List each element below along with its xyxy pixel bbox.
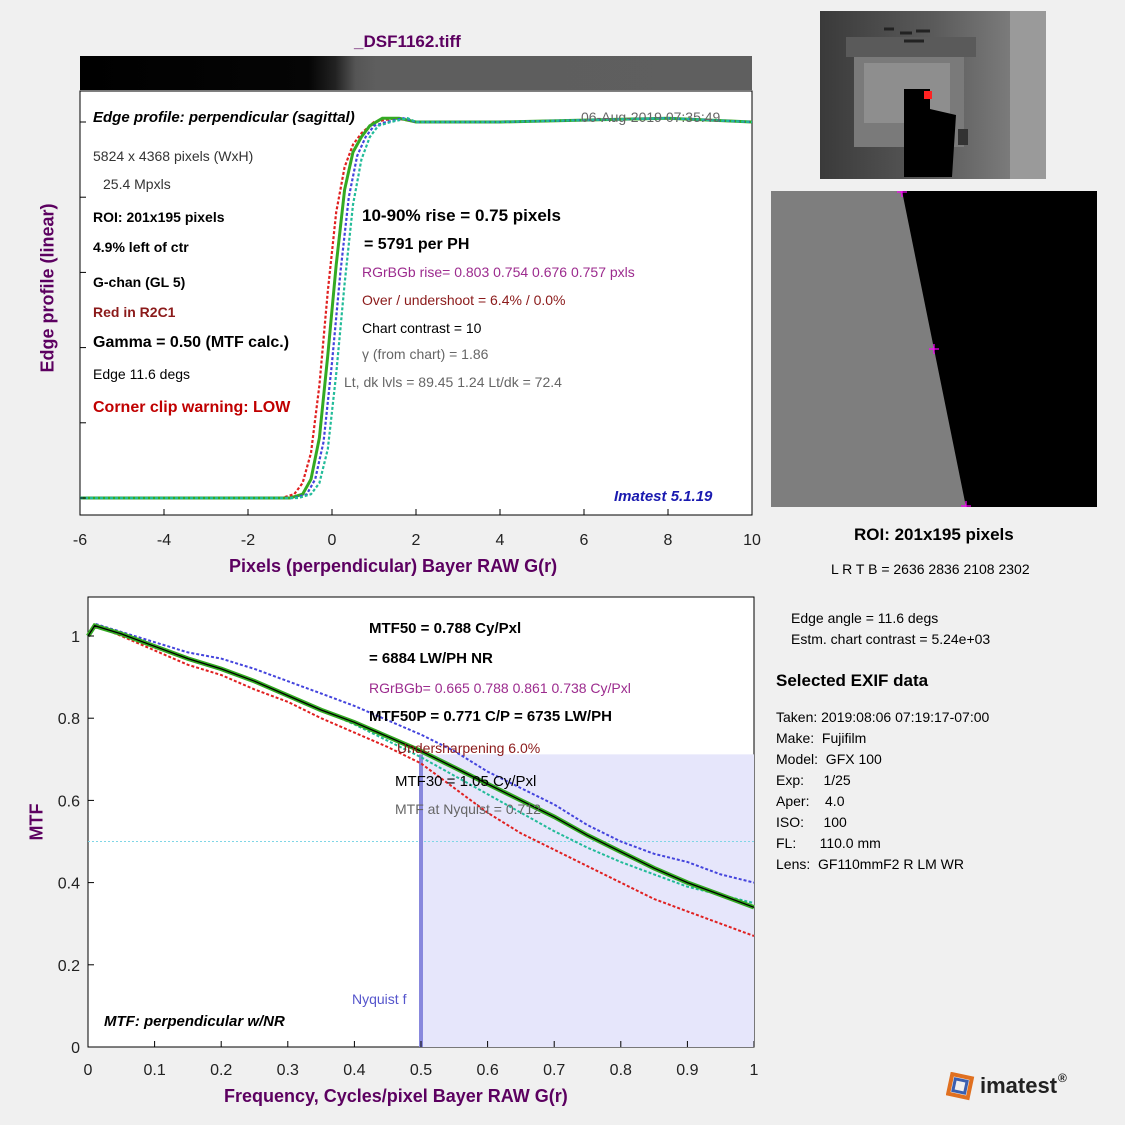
exif-taken: Taken: 2019:08:06 07:19:17-07:00 [776, 709, 990, 725]
edge-heading: Edge profile: perpendicular (sagittal) [93, 109, 355, 126]
light-dark-levels: Lt, dk lvls = 89.45 1.24 Lt/dk = 72.4 [344, 374, 562, 390]
imatest-version: Imatest 5.1.19 [614, 488, 713, 505]
mtf-at-nyquist: MTF at Nyquist = 0.712 [395, 801, 541, 817]
edge-x-tick-label: 10 [743, 532, 761, 549]
edge-x-tick-label: 6 [580, 532, 589, 549]
mtf50p-value: MTF50P = 0.771 C/P = 6735 LW/PH [369, 708, 612, 725]
mtf-y-tick-label: 0 [71, 1040, 80, 1057]
rise-per-ph: = 5791 per PH [364, 236, 470, 253]
edge-date: 06-Aug-2019 07:35:49 [581, 109, 721, 125]
edge-x-tick-label: -4 [157, 532, 171, 549]
mtf-series-red [87, 626, 755, 937]
edge-x-tick-label: -2 [241, 532, 255, 549]
edge-roi: ROI: 201x195 pixels [93, 209, 225, 225]
exif-model: Model: GFX 100 [776, 751, 882, 767]
edge-gamma: Gamma = 0.50 (MTF calc.) [93, 334, 290, 351]
mtf50-lwph: = 6884 LW/PH NR [369, 650, 493, 667]
exif-make: Make: Fujifilm [776, 730, 867, 746]
nyquist-label: Nyquist f [352, 991, 407, 1007]
exif-iso: ISO: 100 [776, 814, 847, 830]
roi-image [771, 191, 1097, 507]
mtf-x-axis-label: Frequency, Cycles/pixel Bayer RAW G(r) [224, 1086, 568, 1106]
edge-size: 5824 x 4368 pixels (WxH) [93, 148, 254, 164]
exif-focal-length: FL: 110.0 mm [776, 835, 881, 851]
chart-contrast: Chart contrast = 10 [362, 320, 482, 336]
mtf-x-tick-label: 1 [750, 1062, 759, 1079]
mtf-series-teal [87, 624, 755, 905]
edge-series-teal [80, 117, 753, 500]
edge-position: 4.9% left of ctr [93, 239, 189, 255]
imatest-logo-icon [946, 1072, 975, 1101]
rise-value: 10-90% rise = 0.75 pixels [362, 206, 561, 225]
exif-aperture: Aper: 4.0 [776, 793, 845, 809]
roi-title: ROI: 201x195 pixels [854, 525, 1014, 544]
file-title: _DSF1162.tiff [354, 32, 461, 51]
mtf30-value: MTF30 = 1.05 Cy/Pxl [395, 773, 537, 790]
mtf-x-tick-label: 0.7 [543, 1062, 565, 1079]
edge-profile-chart: -6 -4 -2 0 2 4 6 8 10 [73, 90, 761, 549]
mtf-x-tick-label: 0.6 [476, 1062, 498, 1079]
mtf-x-tick-label: 0 [84, 1062, 93, 1079]
edge-x-axis-label: Pixels (perpendicular) Bayer RAW G(r) [229, 556, 558, 576]
rgrbgb-rise: RGrBGb rise= 0.803 0.754 0.676 0.757 pxl… [362, 264, 635, 280]
edge-x-tick-label: 2 [412, 532, 421, 549]
edge-series-red [80, 117, 753, 500]
edge-angle-info: Edge angle = 11.6 degs [791, 610, 939, 626]
mtf-x-tick-label: 0.2 [210, 1062, 232, 1079]
edge-gradient-strip [80, 56, 752, 90]
exif-exposure: Exp: 1/25 [776, 772, 851, 788]
edge-red-pos: Red in R2C1 [93, 304, 176, 320]
mtf50-value: MTF50 = 0.788 Cy/Pxl [369, 620, 522, 637]
mtf-x-tick-label: 0.3 [277, 1062, 299, 1079]
undersharpening: Undersharpening 6.0% [397, 740, 541, 756]
edge-x-tick-label: 8 [664, 532, 673, 549]
mtf-series-black [87, 624, 755, 908]
mtf-heading: MTF: perpendicular w/NR [104, 1013, 285, 1030]
over-undershoot: Over / undershoot = 6.4% / 0.0% [362, 292, 566, 308]
edge-angle: Edge 11.6 degs [93, 366, 191, 382]
edge-x-tick-label: -6 [73, 532, 87, 549]
logo-text: imatest [980, 1073, 1058, 1098]
mtf-x-tick-label: 0.4 [343, 1062, 365, 1079]
logo-registered-mark: ® [1058, 1071, 1067, 1085]
edge-plot-area [79, 90, 753, 516]
mtf-series-blue [87, 622, 755, 884]
scene-thumbnail [820, 11, 1046, 179]
mtf-y-axis-label: MTF [26, 803, 47, 841]
mtf-x-tick-label: 0.9 [676, 1062, 698, 1079]
mtf-y-tick-label: 0.2 [58, 958, 80, 975]
chart-contrast-estimate: Estm. chart contrast = 5.24e+03 [791, 631, 991, 647]
mtf-rgrbgb: RGrBGb= 0.665 0.788 0.861 0.738 Cy/Pxl [369, 680, 631, 696]
beyond-nyquist-region [421, 754, 754, 1047]
exif-list: Taken: 2019:08:06 07:19:17-07:00 Make: F… [776, 709, 989, 877]
edge-x-tick-label: 4 [496, 532, 505, 549]
exif-title: Selected EXIF data [776, 671, 929, 690]
exif-lens: Lens: GF110mmF2 R LM WR [776, 856, 965, 872]
mtf-y-tick-label: 1 [71, 629, 80, 646]
corner-clip-warning: Corner clip warning: LOW [93, 399, 291, 416]
mtf-y-tick-label: 0.4 [58, 876, 80, 893]
gamma-from-chart: γ (from chart) = 1.86 [362, 346, 489, 362]
mtf-y-tick-label: 0.6 [58, 793, 80, 810]
mtf-x-tick-label: 0.5 [410, 1062, 432, 1079]
edge-x-tick-label: 0 [328, 532, 337, 549]
edge-mpxls: 25.4 Mpxls [103, 176, 171, 192]
mtf-x-tick-label: 0.1 [143, 1062, 165, 1079]
roi-coords: L R T B = 2636 2836 2108 2302 [831, 561, 1030, 577]
mtf-y-tick-label: 0.8 [58, 711, 80, 728]
mtf-chart: 0 0.1 0.2 0.3 0.4 0.5 0.6 0.7 0.8 0.9 1 0 0.2 0.4 0.6 0… [58, 596, 759, 1079]
mtf-x-tick-label: 0.8 [610, 1062, 632, 1079]
edge-channel: G-chan (GL 5) [93, 274, 186, 290]
